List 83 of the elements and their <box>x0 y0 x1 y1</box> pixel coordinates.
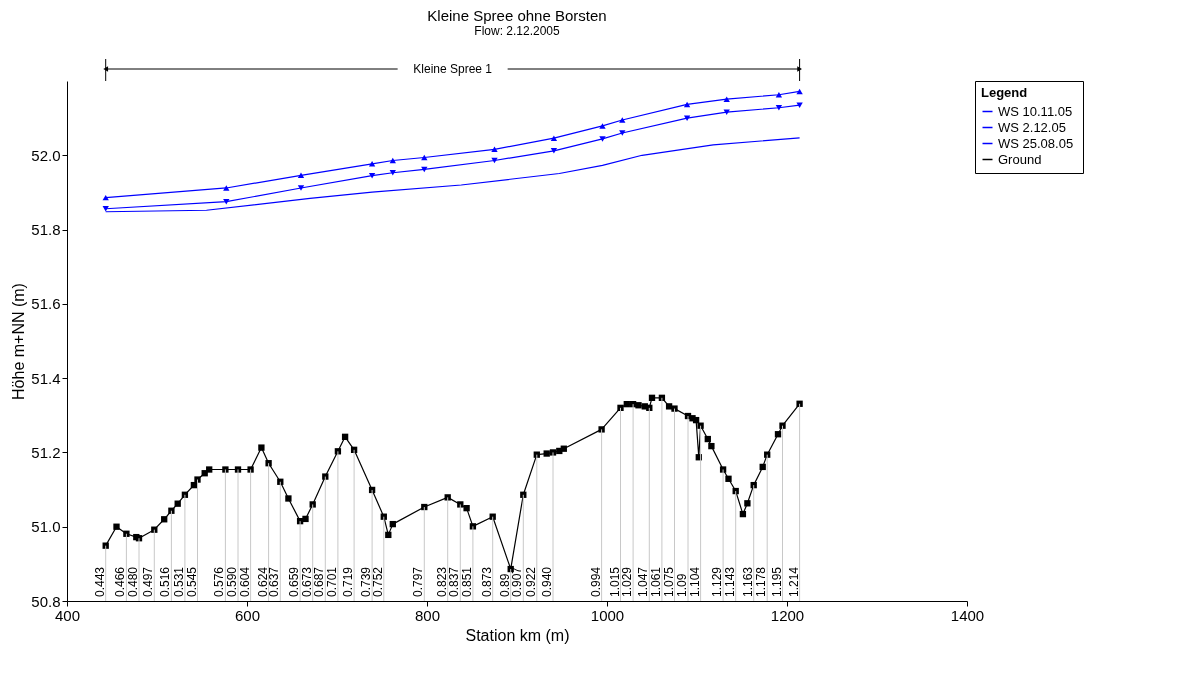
point <box>550 148 558 154</box>
annotation: 0.823 <box>434 566 449 597</box>
annotation: 0.480 <box>126 566 140 597</box>
point <box>796 88 803 95</box>
annotation: 1.163 <box>740 566 755 597</box>
annotation: 0.994 <box>588 566 603 597</box>
point <box>619 117 626 123</box>
point <box>723 109 730 115</box>
point <box>550 135 558 141</box>
x-tick-label: 800 <box>414 606 441 624</box>
point <box>389 170 396 176</box>
annotation: 1.214 <box>786 566 801 597</box>
y-tick-label: 51.0 <box>31 518 61 536</box>
annotation: 0.837 <box>447 566 462 597</box>
annotation: 1.129 <box>710 566 725 597</box>
point <box>297 185 305 191</box>
y-tick-label: 52.0 <box>31 146 61 164</box>
annotation: 0.497 <box>141 566 156 597</box>
point <box>775 105 783 111</box>
legend-label: WS 10.11.05 <box>998 103 1073 119</box>
annotation: 1.178 <box>754 566 769 597</box>
legend-label: Ground <box>998 151 1042 167</box>
y-tick-label: 51.6 <box>31 295 61 313</box>
point <box>619 130 626 136</box>
legend-label: WS 2.12.05 <box>998 119 1066 135</box>
annotation: 1.09 <box>675 573 689 597</box>
annotation: 1.143 <box>722 566 737 597</box>
y-tick-label: 51.4 <box>31 369 61 387</box>
point <box>368 161 376 167</box>
point <box>102 206 109 212</box>
point <box>491 146 498 153</box>
annotation: 0.687 <box>312 566 327 597</box>
y-axis-title: Höhe m+NN (m) <box>10 283 28 400</box>
point <box>723 96 730 102</box>
annotation: 0.531 <box>171 566 186 597</box>
annotation: 0.576 <box>212 566 227 597</box>
annotation: 0.940 <box>540 566 554 597</box>
x-tick-label: 1400 <box>950 606 985 624</box>
point <box>683 115 691 121</box>
point <box>297 172 305 179</box>
x-tick-label: 1200 <box>770 606 805 624</box>
annotation: 0.466 <box>113 566 128 597</box>
y-tick-label: 51.2 <box>31 443 61 461</box>
annotation: 0.797 <box>411 566 426 597</box>
point <box>389 157 396 164</box>
annotation: 0.701 <box>324 566 339 597</box>
annotation: 0.659 <box>287 566 302 597</box>
point <box>683 101 691 108</box>
y-tick-label: 51.8 <box>31 221 61 239</box>
annotation: 0.922 <box>523 566 538 597</box>
annotation: 0.604 <box>237 566 252 597</box>
point <box>599 136 606 142</box>
point <box>223 198 230 205</box>
x-tick-label: 1000 <box>590 606 625 624</box>
annotation: 1.061 <box>648 566 663 597</box>
chart-title: Kleine Spree ohne Borsten <box>427 6 607 24</box>
annotation: 0.624 <box>255 566 270 597</box>
point <box>223 185 230 191</box>
annotation: 1.029 <box>620 566 635 597</box>
annotation: 1.047 <box>636 566 651 597</box>
annotation: 0.443 <box>92 566 107 597</box>
annotation: 0.590 <box>225 566 239 597</box>
annotation: 0.89 <box>497 573 512 597</box>
legend-title: Legend <box>981 85 1028 100</box>
annotation: 0.873 <box>479 566 494 597</box>
annotation: 0.851 <box>459 566 474 597</box>
point <box>796 102 803 108</box>
annotation: 1.075 <box>661 566 676 597</box>
annotation: 1.195 <box>769 566 784 597</box>
annotation: 0.516 <box>158 566 173 597</box>
annotation: 0.673 <box>299 566 314 597</box>
legend-label: WS 25.08.05 <box>998 135 1074 151</box>
x-axis-title: Station km (m) <box>465 626 570 644</box>
annotation: 0.637 <box>267 566 282 597</box>
point <box>368 172 376 179</box>
annotation: 1.015 <box>607 566 622 597</box>
annotation: 0.545 <box>184 566 199 597</box>
chart-subtitle: Flow: 2.12.2005 <box>474 23 561 38</box>
point <box>599 123 606 129</box>
annotation: 1.104 <box>687 566 702 597</box>
text: Kleine Spree 1 <box>413 62 493 76</box>
x-tick-label: 600 <box>234 606 261 624</box>
annotation: 0.719 <box>341 566 356 597</box>
